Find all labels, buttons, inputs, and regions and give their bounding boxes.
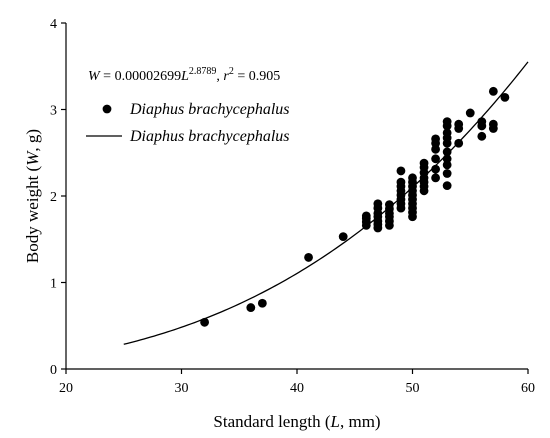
data-point [442, 169, 452, 178]
x-tick-label: 40 [290, 381, 304, 396]
y-tick-label: 2 [50, 190, 57, 205]
equation-separator: , [216, 69, 223, 84]
data-point [431, 144, 440, 154]
data-point [442, 117, 452, 127]
data-point [442, 154, 452, 164]
data-point [431, 173, 440, 183]
data-point [477, 131, 487, 141]
scatter-points [200, 86, 510, 327]
x-axis-title-variable: L [330, 412, 340, 431]
equation-lhs: W [88, 69, 101, 84]
data-point [419, 158, 429, 168]
regression-equation: W = 0.00002699L2.8789, r2 = 0.905 [88, 66, 280, 84]
data-point [373, 199, 383, 209]
data-point [431, 134, 440, 144]
x-axis-title-part-2: , mm) [340, 412, 381, 431]
data-point [361, 211, 371, 221]
y-tick-label: 3 [50, 104, 57, 119]
data-point [200, 317, 210, 327]
data-point [488, 119, 498, 129]
data-point [500, 92, 510, 102]
data-point [396, 166, 406, 176]
data-point [442, 128, 452, 138]
data-point [431, 164, 440, 174]
x-axis-ticks: 20 30 40 50 60 [59, 369, 535, 396]
data-point [408, 173, 417, 183]
x-axis-title: Standard length (L, mm) [213, 412, 380, 431]
data-point [465, 108, 475, 118]
y-axis-ticks: 0 1 2 3 4 [50, 17, 66, 378]
data-point [454, 138, 464, 148]
data-point [396, 177, 406, 187]
y-tick-label: 1 [50, 277, 57, 292]
data-point [442, 160, 452, 170]
data-point [338, 232, 348, 242]
equation-r-value: = 0.905 [234, 69, 280, 84]
data-point [477, 117, 487, 127]
equation-r-exponent: 2 [229, 66, 234, 77]
equation-exponent: 2.8789 [189, 66, 217, 77]
equation-coefficient: = 0.00002699 [100, 69, 181, 84]
y-axis-title-variable: W [23, 150, 42, 166]
y-tick-label: 0 [50, 363, 57, 378]
legend-marker-scatter [102, 104, 112, 114]
data-point [257, 298, 267, 308]
x-tick-label: 60 [521, 381, 535, 396]
data-point [246, 303, 256, 312]
x-tick-label: 50 [406, 381, 420, 396]
equation-variable: L [180, 69, 189, 84]
data-point [442, 147, 452, 157]
data-point [488, 86, 498, 96]
x-tick-label: 30 [175, 381, 189, 396]
y-axis-title-part-2: , g) [23, 129, 42, 152]
data-point [385, 200, 394, 210]
x-axis-title-part-1: Standard length ( [213, 412, 330, 431]
x-tick-label: 20 [59, 381, 73, 396]
y-axis-title: Body weight (W, g) [23, 129, 42, 263]
legend-label-scatter: Diaphus brachycephalus [129, 101, 290, 118]
legend: Diaphus brachycephalus Diaphus brachycep… [86, 101, 290, 145]
y-tick-label: 4 [50, 17, 57, 32]
y-axis-title-part-1: Body weight ( [23, 165, 42, 263]
equation-r: r [223, 69, 229, 84]
data-point [454, 119, 464, 129]
data-point [304, 253, 313, 262]
data-point [442, 181, 452, 191]
legend-label-line: Diaphus brachycephalus [129, 128, 290, 145]
data-point [431, 154, 440, 164]
